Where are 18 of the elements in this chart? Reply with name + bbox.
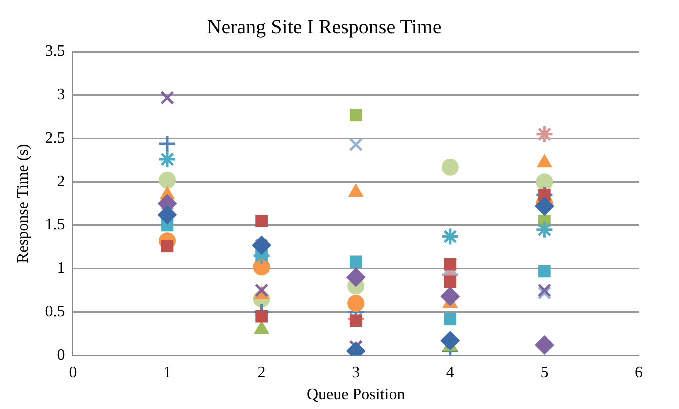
y-tick-label: 3.5: [45, 43, 66, 60]
y-tick-label: 1: [57, 260, 66, 278]
chart-title: Nerang Site I Response Time: [207, 16, 442, 38]
y-tick-label: 3: [57, 86, 66, 104]
x-axis-title: Queue Position: [306, 386, 406, 404]
y-tick-label: 2: [57, 173, 66, 190]
x-tick-label: 3: [352, 364, 360, 382]
y-axis-title: Response Time (s): [14, 144, 32, 264]
x-tick-label: 6: [635, 364, 643, 382]
x-tick-label: 2: [258, 364, 266, 382]
y-tick-label: 1.5: [45, 216, 66, 234]
x-tick-label: 5: [540, 364, 549, 382]
x-tick-label: 0: [69, 364, 78, 382]
x-tick-label: 1: [164, 364, 172, 382]
y-tick-label: 0: [57, 346, 66, 364]
y-tick-label: 2.5: [45, 130, 66, 147]
y-tick-label: 0.5: [45, 303, 66, 320]
x-tick-label: 4: [446, 364, 454, 382]
